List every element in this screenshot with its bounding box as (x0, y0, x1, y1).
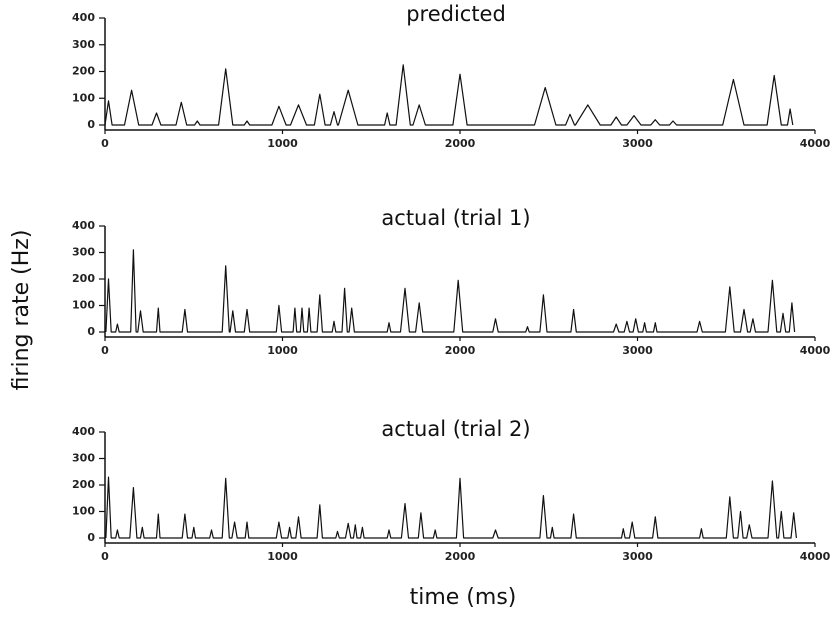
y-tick-label: 0 (87, 118, 95, 131)
x-tick-label: 0 (101, 137, 109, 150)
x-tick-label: 4000 (800, 344, 831, 357)
x-tick-label: 1000 (267, 344, 298, 357)
panel-title: predicted (406, 2, 506, 26)
x-tick-label: 4000 (800, 137, 831, 150)
x-tick-label: 0 (101, 344, 109, 357)
y-tick-label: 300 (72, 452, 95, 465)
firing-rate-line (105, 249, 796, 333)
x-tick-label: 2000 (445, 344, 476, 357)
x-tick-label: 3000 (622, 137, 653, 150)
y-axis-label: firing rate (Hz) (9, 230, 34, 391)
x-tick-label: 1000 (267, 550, 298, 563)
x-tick-label: 4000 (800, 550, 831, 563)
y-tick-label: 400 (72, 219, 95, 232)
y-tick-label: 100 (72, 505, 95, 518)
x-tick-label: 1000 (267, 137, 298, 150)
x-tick-label: 2000 (445, 550, 476, 563)
firing-rate-line (105, 476, 797, 539)
y-tick-label: 200 (72, 272, 95, 285)
panel-title: actual (trial 2) (381, 417, 530, 441)
y-tick-label: 0 (87, 325, 95, 338)
y-tick-label: 400 (72, 425, 95, 438)
y-tick-label: 100 (72, 299, 95, 312)
y-tick-label: 400 (72, 11, 95, 24)
y-tick-label: 0 (87, 531, 95, 544)
panel-title: actual (trial 1) (381, 206, 530, 230)
y-tick-label: 300 (72, 246, 95, 259)
y-tick-label: 300 (72, 38, 95, 51)
firing-rate-line (104, 64, 794, 126)
x-tick-label: 3000 (622, 344, 653, 357)
x-axis-label: time (ms) (410, 585, 517, 610)
x-tick-label: 3000 (622, 550, 653, 563)
x-tick-label: 0 (101, 550, 109, 563)
y-tick-label: 200 (72, 478, 95, 491)
y-tick-label: 100 (72, 91, 95, 104)
x-tick-label: 2000 (445, 137, 476, 150)
y-tick-label: 200 (72, 65, 95, 78)
